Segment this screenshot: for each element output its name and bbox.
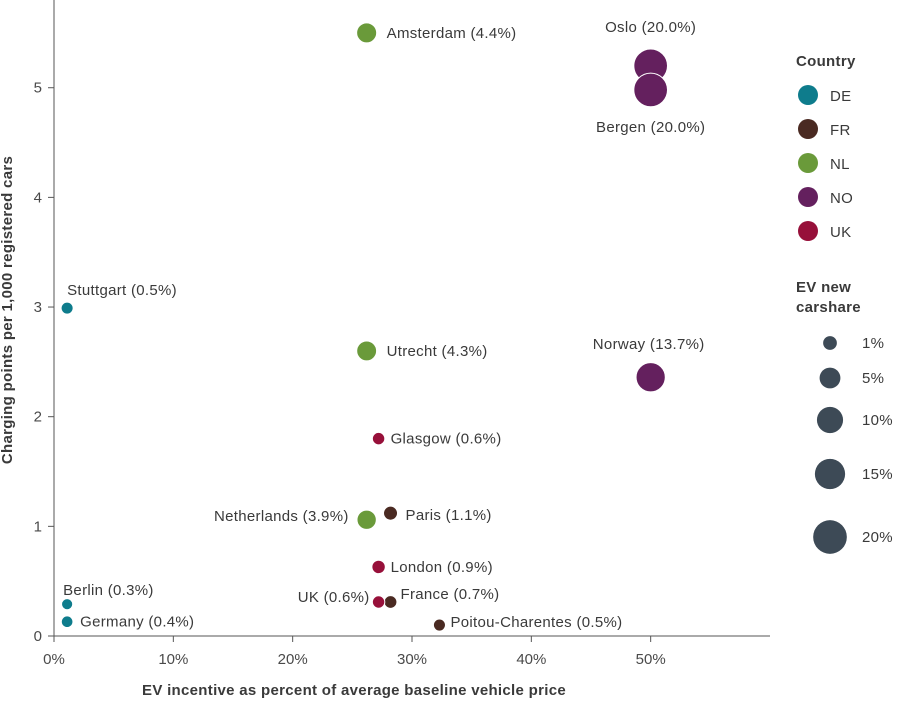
- y-tick-label: 0: [34, 628, 42, 645]
- legend-color-label: NO: [830, 190, 853, 207]
- legend-size-label: 5%: [862, 370, 884, 387]
- point-label: Oslo (20.0%): [605, 19, 696, 36]
- data-point: [356, 22, 378, 44]
- legend-color-label: FR: [830, 122, 851, 139]
- data-point: [60, 615, 74, 629]
- data-point: [356, 509, 377, 530]
- point-label: Germany (0.4%): [80, 614, 194, 631]
- legend-size-label: 1%: [862, 335, 884, 352]
- legend-color-swatch: [798, 119, 818, 139]
- point-label: Berlin (0.3%): [63, 582, 154, 599]
- x-tick-label: 20%: [278, 651, 308, 668]
- y-tick-label: 1: [34, 518, 42, 535]
- legend-size-swatch: [814, 458, 846, 490]
- legend-color-title: Country: [796, 53, 856, 70]
- legend-size-label: 20%: [862, 529, 893, 546]
- data-point: [383, 595, 398, 609]
- y-axis-label: Charging points per 1,000 registered car…: [0, 156, 16, 464]
- data-point: [633, 72, 669, 108]
- data-points: [60, 22, 669, 632]
- point-label: Norway (13.7%): [593, 336, 705, 353]
- point-label: Glasgow (0.6%): [391, 431, 502, 448]
- legend-color-label: UK: [830, 224, 851, 241]
- y-tick-label: 4: [34, 189, 42, 206]
- data-point: [383, 505, 399, 521]
- data-point: [60, 301, 74, 315]
- legend-size-swatch: [819, 367, 841, 389]
- legend-size-label: 15%: [862, 466, 893, 483]
- point-label: Paris (1.1%): [406, 507, 492, 524]
- point-label: Netherlands (3.9%): [214, 508, 349, 525]
- data-point: [635, 362, 666, 393]
- legend-size-swatch: [813, 520, 847, 554]
- point-label: London (0.9%): [391, 559, 493, 576]
- point-label: Bergen (20.0%): [596, 119, 705, 136]
- x-tick-label: 40%: [516, 651, 546, 668]
- point-label: Utrecht (4.3%): [387, 343, 488, 360]
- point-label: Amsterdam (4.4%): [387, 25, 517, 42]
- y-tick-label: 5: [34, 80, 42, 97]
- legend-size-swatch: [816, 406, 844, 434]
- point-label: Stuttgart (0.5%): [67, 282, 177, 299]
- legend-color-swatch: [798, 153, 818, 173]
- x-tick-label: 50%: [636, 651, 666, 668]
- legend-color-label: DE: [830, 88, 851, 105]
- data-point: [356, 340, 378, 362]
- x-tick-label: 0%: [43, 651, 65, 668]
- data-point: [61, 598, 74, 611]
- data-point: [371, 559, 386, 575]
- legend-color-swatch: [798, 221, 818, 241]
- legend-size-label: 10%: [862, 412, 893, 429]
- legend-color-label: NL: [830, 156, 850, 173]
- x-tick-label: 30%: [397, 651, 427, 668]
- point-label: France (0.7%): [401, 586, 500, 603]
- point-label: Poitou-Charentes (0.5%): [450, 614, 622, 631]
- point-label: UK (0.6%): [298, 589, 370, 606]
- legend-size-title: EV new: [796, 279, 851, 296]
- legend-color-swatch: [798, 187, 818, 207]
- x-tick-label: 10%: [158, 651, 188, 668]
- y-tick-label: 3: [34, 299, 42, 316]
- legend-color-swatch: [798, 85, 818, 105]
- legend-size-title: carshare: [796, 299, 861, 316]
- data-point: [432, 618, 446, 632]
- data-point: [371, 595, 386, 609]
- data-point: [371, 431, 386, 446]
- legend-size-swatch: [823, 336, 837, 350]
- legend: Country DE FR NL NO UK EV new carshare 1% 5% 10% 15…: [796, 53, 893, 554]
- y-tick-label: 2: [34, 409, 42, 426]
- point-labels: Amsterdam (4.4%) Oslo (20.0%) Bergen (20.0…: [63, 19, 705, 631]
- x-axis-label: EV incentive as percent of average basel…: [142, 682, 566, 699]
